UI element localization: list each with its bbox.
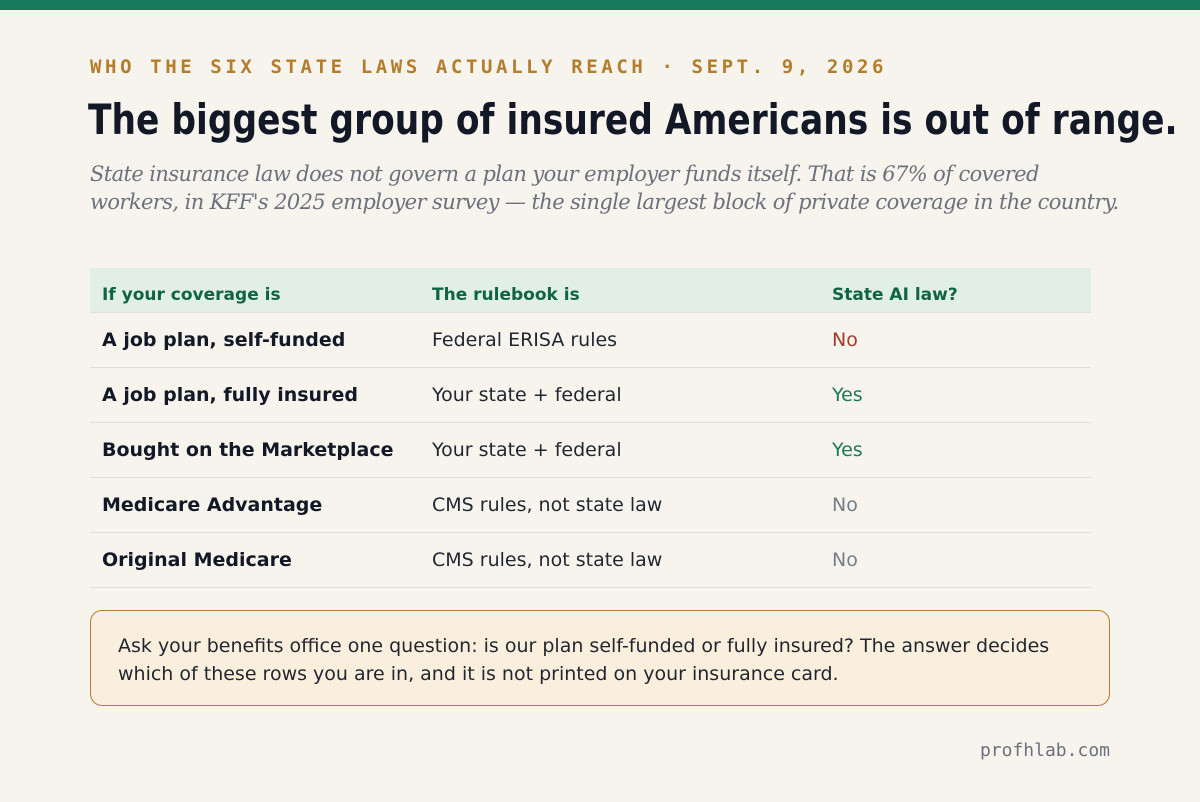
state-ai-law-cell: Yes <box>832 384 863 406</box>
kicker: WHO THE SIX STATE LAWS ACTUALLY REACH · … <box>90 56 888 78</box>
footer-site: profhlab.com <box>979 740 1110 761</box>
state-ai-law-cell: No <box>832 494 858 516</box>
rulebook-cell: Federal ERISA rules <box>432 329 618 351</box>
callout-text: Ask your benefits office one question: i… <box>118 635 1050 685</box>
header-coverage: If your coverage is <box>102 285 281 305</box>
top-accent-bar <box>0 0 1200 10</box>
coverage-cell: Bought on the Marketplace <box>102 439 394 461</box>
table-header-row: If your coverage is The rulebook is Stat… <box>90 268 1091 313</box>
coverage-table: If your coverage is The rulebook is Stat… <box>90 268 1091 588</box>
state-ai-law-cell: Yes <box>832 439 863 461</box>
rulebook-cell: CMS rules, not state law <box>432 549 663 571</box>
table-row: Bought on the Marketplace Your state + f… <box>90 423 1091 478</box>
rulebook-cell: CMS rules, not state law <box>432 494 663 516</box>
coverage-cell: Original Medicare <box>102 549 292 571</box>
state-ai-law-cell: No <box>832 329 858 351</box>
table-row: Medicare Advantage CMS rules, not state … <box>90 478 1091 533</box>
rulebook-cell: Your state + federal <box>432 384 622 406</box>
rulebook-cell: Your state + federal <box>432 439 622 461</box>
headline: The biggest group of insured Americans i… <box>88 95 1178 144</box>
coverage-cell: Medicare Advantage <box>102 494 323 516</box>
coverage-cell: A job plan, self-funded <box>102 329 346 351</box>
header-rulebook: The rulebook is <box>432 285 580 305</box>
header-state-ai-law: State AI law? <box>832 285 958 305</box>
coverage-cell: A job plan, fully insured <box>102 384 358 406</box>
table-row: A job plan, self-funded Federal ERISA ru… <box>90 313 1091 368</box>
callout-box: Ask your benefits office one question: i… <box>90 610 1110 706</box>
dek: State insurance law does not govern a pl… <box>90 162 1119 214</box>
table-row: Original Medicare CMS rules, not state l… <box>90 533 1091 588</box>
table-row: A job plan, fully insured Your state + f… <box>90 368 1091 423</box>
state-ai-law-cell: No <box>832 549 858 571</box>
